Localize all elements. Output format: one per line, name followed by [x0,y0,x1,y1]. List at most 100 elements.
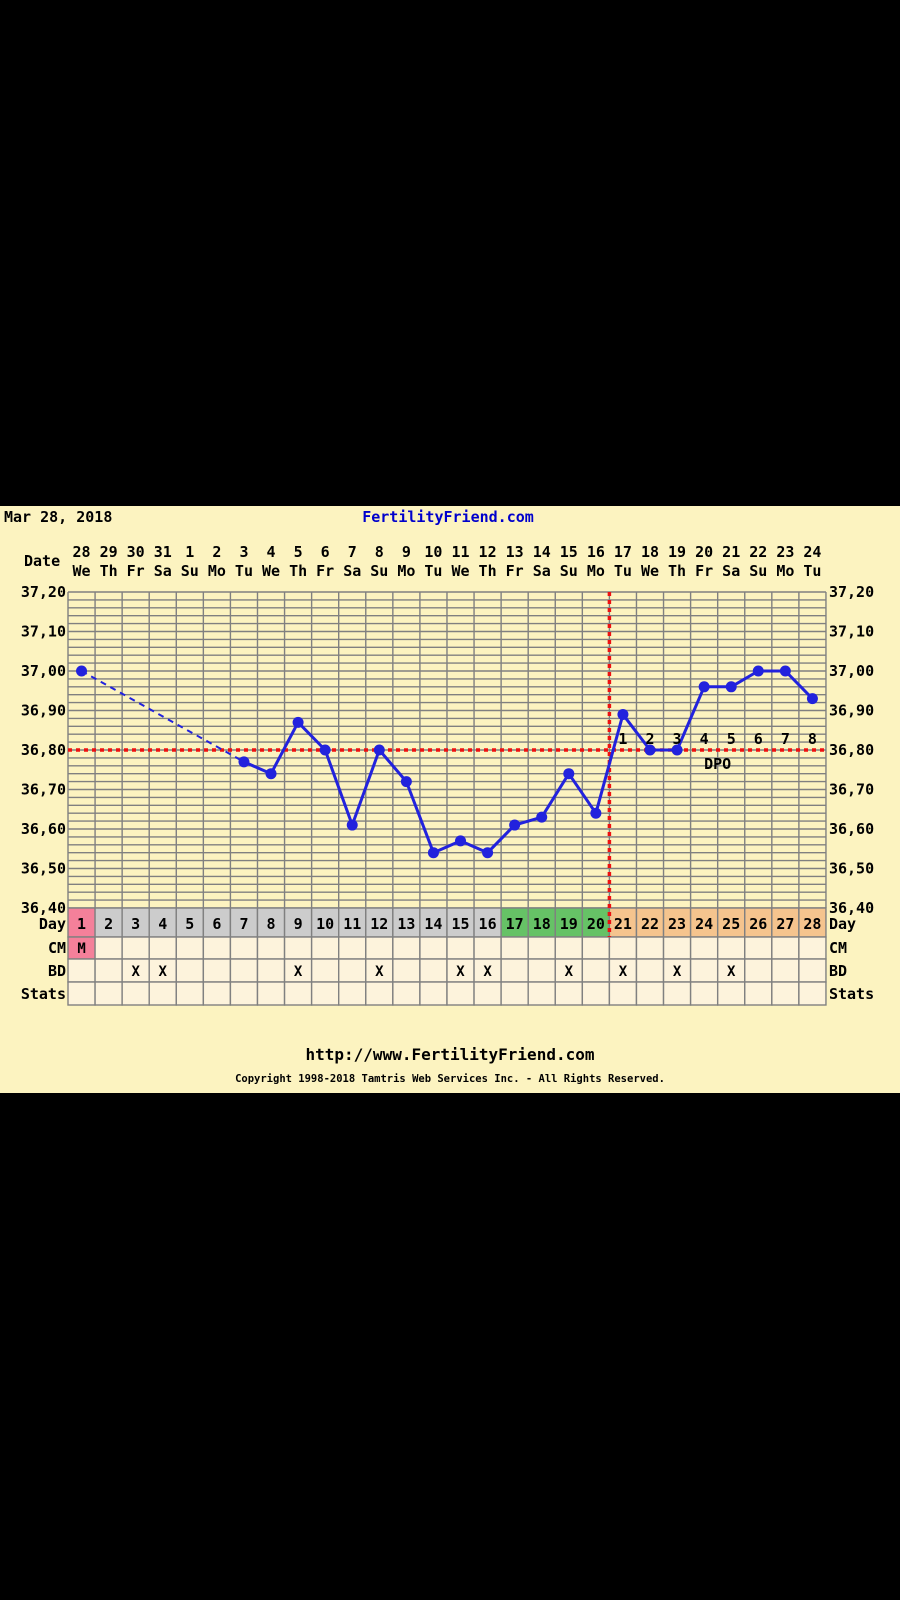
temperature-point [698,681,710,693]
temperature-segment [675,686,706,751]
temperature-point [76,665,88,677]
y-tick-label-right: 36,60 [829,820,874,838]
date-label: 2 [212,543,221,561]
weekday-label: Mo [208,562,226,580]
temperature-segment [567,772,598,815]
date-label: 3 [239,543,248,561]
day-row-label-left: Day [39,915,66,933]
cm-cell [662,936,692,960]
day-number: 17 [506,915,524,933]
day-number: 24 [695,915,713,933]
dpo-number: 1 [618,730,627,748]
day-number: 7 [239,915,248,933]
y-tick-label-right: 36,70 [829,781,874,799]
y-tick-label-right: 37,10 [829,623,874,641]
weekday-label: We [262,562,280,580]
y-tick-label-left: 37,20 [21,583,66,601]
cm-cell [581,936,611,960]
temperature-segment [404,781,435,854]
day-cell [202,907,232,938]
y-tick-label-right: 36,40 [829,899,874,917]
y-tick-label-left: 36,40 [21,899,66,917]
cm-cell [229,936,259,960]
cm-mark: M [77,941,85,957]
stats-row-label-right: Stats [829,985,874,1003]
stats-cell [608,981,638,1006]
footer-url[interactable]: http://www.FertilityFriend.com [306,1045,595,1064]
day-number: 4 [158,915,167,933]
date-label: 20 [695,543,713,561]
day-number: 14 [424,915,442,933]
y-tick-label-right: 36,50 [829,860,874,878]
dpo-number: 4 [700,730,709,748]
bd-cell [338,958,367,983]
weekday-label: Tu [614,562,632,580]
weekday-label: We [451,562,469,580]
weekday-label: Su [370,562,388,580]
temperature-point [671,744,683,756]
y-tick-label-left: 37,00 [21,662,66,680]
stats-cell [148,981,177,1006]
weekday-label: Th [100,562,118,580]
stats-cell [554,981,584,1006]
bd-mark: X [294,964,303,980]
y-tick-label-left: 36,70 [21,781,66,799]
day-number: 15 [451,915,469,933]
day-number: 5 [185,915,194,933]
bd-cell [635,958,665,983]
temperature-point [482,847,494,859]
weekday-label: Su [560,562,578,580]
cm-cell [94,936,123,960]
weekday-label: Sa [154,562,172,580]
date-label: 5 [294,543,303,561]
dpo-number: 5 [727,730,736,748]
temperature-point [319,744,331,756]
bd-cell [202,958,232,983]
weekday-label: Fr [316,562,334,580]
bd-cell [229,958,259,983]
bd-mark: X [131,964,140,980]
y-tick-label-right: 36,80 [829,741,874,759]
temperature-segment [784,669,814,700]
temperature-point [292,716,304,728]
day-number: 9 [294,915,303,933]
temperature-point [563,768,575,780]
temperature-segment [269,721,300,775]
date-label: 1 [185,543,194,561]
stats-cell [419,981,448,1006]
bd-mark: X [375,964,384,980]
stats-cell [716,981,746,1006]
weekday-label: Th [289,562,307,580]
day-row-label-right: Day [829,915,856,933]
bd-mark: X [619,964,628,980]
weekday-label: Sa [533,562,551,580]
date-label: 8 [375,543,384,561]
stats-cell [94,981,123,1006]
y-tick-label-right: 37,20 [829,583,874,601]
stats-cell [67,981,96,1006]
temperature-point [373,744,385,756]
cm-cell [202,936,232,960]
cm-cell [338,936,367,960]
bd-cell [581,958,611,983]
cm-row-label-right: CM [829,939,847,957]
cm-cell [635,936,665,960]
y-tick-label-left: 37,10 [21,623,66,641]
temperature-segment [486,824,516,854]
day-number: 10 [316,915,334,933]
temperature-point [400,776,412,788]
date-label: 7 [348,543,357,561]
temperature-point [617,708,629,720]
temperature-point [536,811,548,823]
bd-cell [94,958,123,983]
cm-cell [716,936,746,960]
bd-cell [527,958,556,983]
footer-copyright: Copyright 1998-2018 Tamtris Web Services… [235,1073,665,1085]
cm-cell [744,936,773,960]
site-title[interactable]: FertilityFriend.com [362,508,534,526]
date-label: 24 [803,543,821,561]
weekday-label: Fr [695,562,713,580]
day-cell [94,907,123,938]
date-label: 28 [73,543,91,561]
stats-row-label-left: Stats [21,985,66,1003]
